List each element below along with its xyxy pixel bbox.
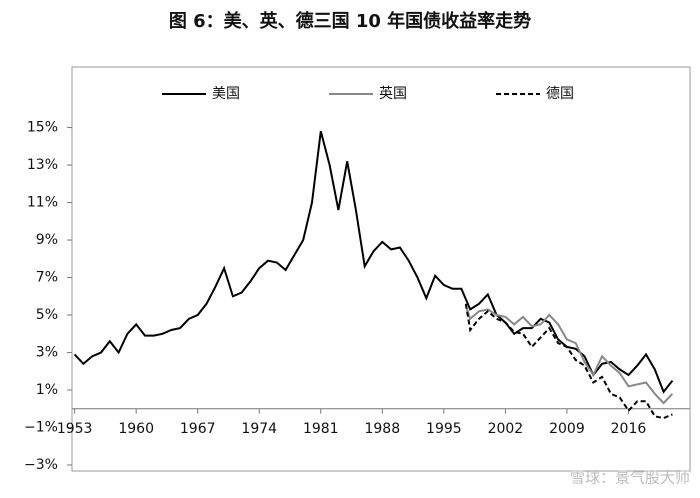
x-tick-label: 1960 xyxy=(118,421,154,437)
y-tick-label: 11% xyxy=(27,195,58,211)
legend-label: 英国 xyxy=(379,85,407,102)
y-tick-label: 9% xyxy=(36,232,58,248)
x-tick-label: 2002 xyxy=(488,421,524,437)
x-tick-label: 2009 xyxy=(549,421,585,437)
legend-label: 美国 xyxy=(212,86,240,102)
legend-label: 德国 xyxy=(546,86,574,102)
x-tick-label: 1953 xyxy=(57,421,93,437)
watermark: 雪球：景气股大师 xyxy=(570,469,690,487)
x-tick-label: 1995 xyxy=(426,421,462,437)
plot-frame xyxy=(71,66,691,472)
x-tick-label: 1967 xyxy=(180,421,216,437)
series-line xyxy=(73,131,674,394)
series-line xyxy=(464,303,673,420)
y-tick-label: 3% xyxy=(36,345,58,361)
series-line xyxy=(464,305,674,405)
y-tick-label: 7% xyxy=(36,270,58,286)
y-tick-label: 13% xyxy=(27,157,58,173)
chart-title: 图 6：美、英、德三国 10 年国债收益率走势 xyxy=(169,10,531,32)
x-tick-label: 1981 xyxy=(303,421,339,437)
y-tick-label: −3% xyxy=(24,457,58,473)
y-tick-label: 1% xyxy=(36,382,58,398)
y-tick-label: 15% xyxy=(27,120,58,136)
x-tick-label: 1974 xyxy=(241,421,277,437)
y-tick-label: −1% xyxy=(24,420,58,436)
x-tick-label: 2016 xyxy=(611,421,647,437)
x-tick-label: 1988 xyxy=(364,421,400,437)
y-tick-label: 5% xyxy=(36,307,58,323)
